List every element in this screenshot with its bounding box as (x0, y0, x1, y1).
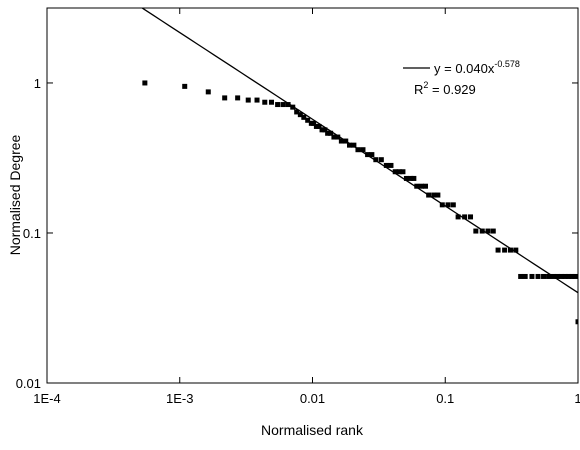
point (462, 214, 468, 220)
x-tick-label: 1E-3 (166, 391, 193, 406)
point (396, 169, 402, 175)
x-tick-label: 0.01 (300, 391, 325, 406)
legend-r2: R2 = 0.929 (414, 80, 476, 97)
point (400, 169, 406, 175)
point (142, 80, 148, 86)
point (411, 175, 417, 181)
point (280, 102, 286, 108)
point (331, 134, 337, 140)
fit-line (140, 8, 578, 294)
point (513, 247, 519, 253)
point (479, 228, 485, 234)
point (325, 130, 331, 136)
point (546, 273, 552, 279)
r2-text: = 0.929 (428, 82, 475, 97)
y-axis-label: Normalised Degree (7, 134, 23, 255)
point (529, 273, 535, 279)
point (535, 273, 541, 279)
point (301, 114, 307, 120)
point (455, 214, 461, 220)
point (435, 192, 441, 198)
point (562, 273, 568, 279)
y-tick-label: 0.01 (16, 376, 41, 391)
point (275, 102, 281, 108)
point (502, 247, 508, 253)
point (418, 183, 424, 189)
plot-area (140, 8, 578, 325)
point (360, 147, 366, 153)
point (439, 202, 445, 208)
point (569, 273, 575, 279)
point (305, 117, 311, 123)
point (268, 99, 274, 105)
y-tick-label: 0.1 (23, 226, 41, 241)
x-tick-label: 1E-4 (33, 391, 60, 406)
point (575, 319, 578, 325)
point (313, 123, 319, 129)
point (522, 273, 528, 279)
x-axis-label: Normalised rank (261, 422, 364, 438)
point (316, 123, 322, 129)
point (254, 97, 260, 103)
point (373, 157, 379, 163)
point (423, 183, 429, 189)
point (566, 273, 572, 279)
point (235, 95, 241, 101)
point (445, 202, 451, 208)
point (322, 127, 328, 133)
point (378, 157, 384, 163)
point (554, 273, 560, 279)
point (518, 273, 524, 279)
point (408, 175, 414, 181)
point (541, 273, 547, 279)
point (414, 183, 420, 189)
point (285, 102, 291, 108)
point (468, 214, 474, 220)
point (485, 228, 491, 234)
point (222, 95, 228, 101)
point (351, 142, 357, 148)
point (335, 134, 341, 140)
point (319, 127, 325, 133)
point (495, 247, 501, 253)
point (245, 97, 251, 103)
point (338, 138, 344, 144)
point (311, 120, 317, 126)
x-tick-label: 0.1 (436, 391, 454, 406)
point (383, 162, 389, 168)
point (369, 152, 375, 158)
point (403, 175, 409, 181)
point (490, 228, 496, 234)
point (347, 142, 353, 148)
legend-equation: y = 0.040x-0.578 (434, 59, 520, 76)
x-tick-label: 1 (574, 391, 580, 406)
point (558, 273, 564, 279)
equation-exponent: -0.578 (494, 59, 520, 69)
legend: y = 0.040x-0.578 R2 = 0.929 (403, 59, 520, 97)
r2-symbol: R (414, 82, 423, 97)
point (294, 109, 300, 115)
point (262, 99, 268, 105)
equation: y = 0.040x (434, 61, 495, 76)
point (328, 130, 334, 136)
point (392, 169, 398, 175)
point (431, 192, 437, 198)
point (297, 112, 303, 118)
y-tick-label: 1 (34, 76, 41, 91)
point (388, 162, 394, 168)
point (205, 89, 211, 95)
point (450, 202, 456, 208)
point (473, 228, 479, 234)
point (572, 273, 578, 279)
point (507, 247, 513, 253)
r2-power: 2 (423, 80, 428, 90)
point (182, 83, 188, 89)
